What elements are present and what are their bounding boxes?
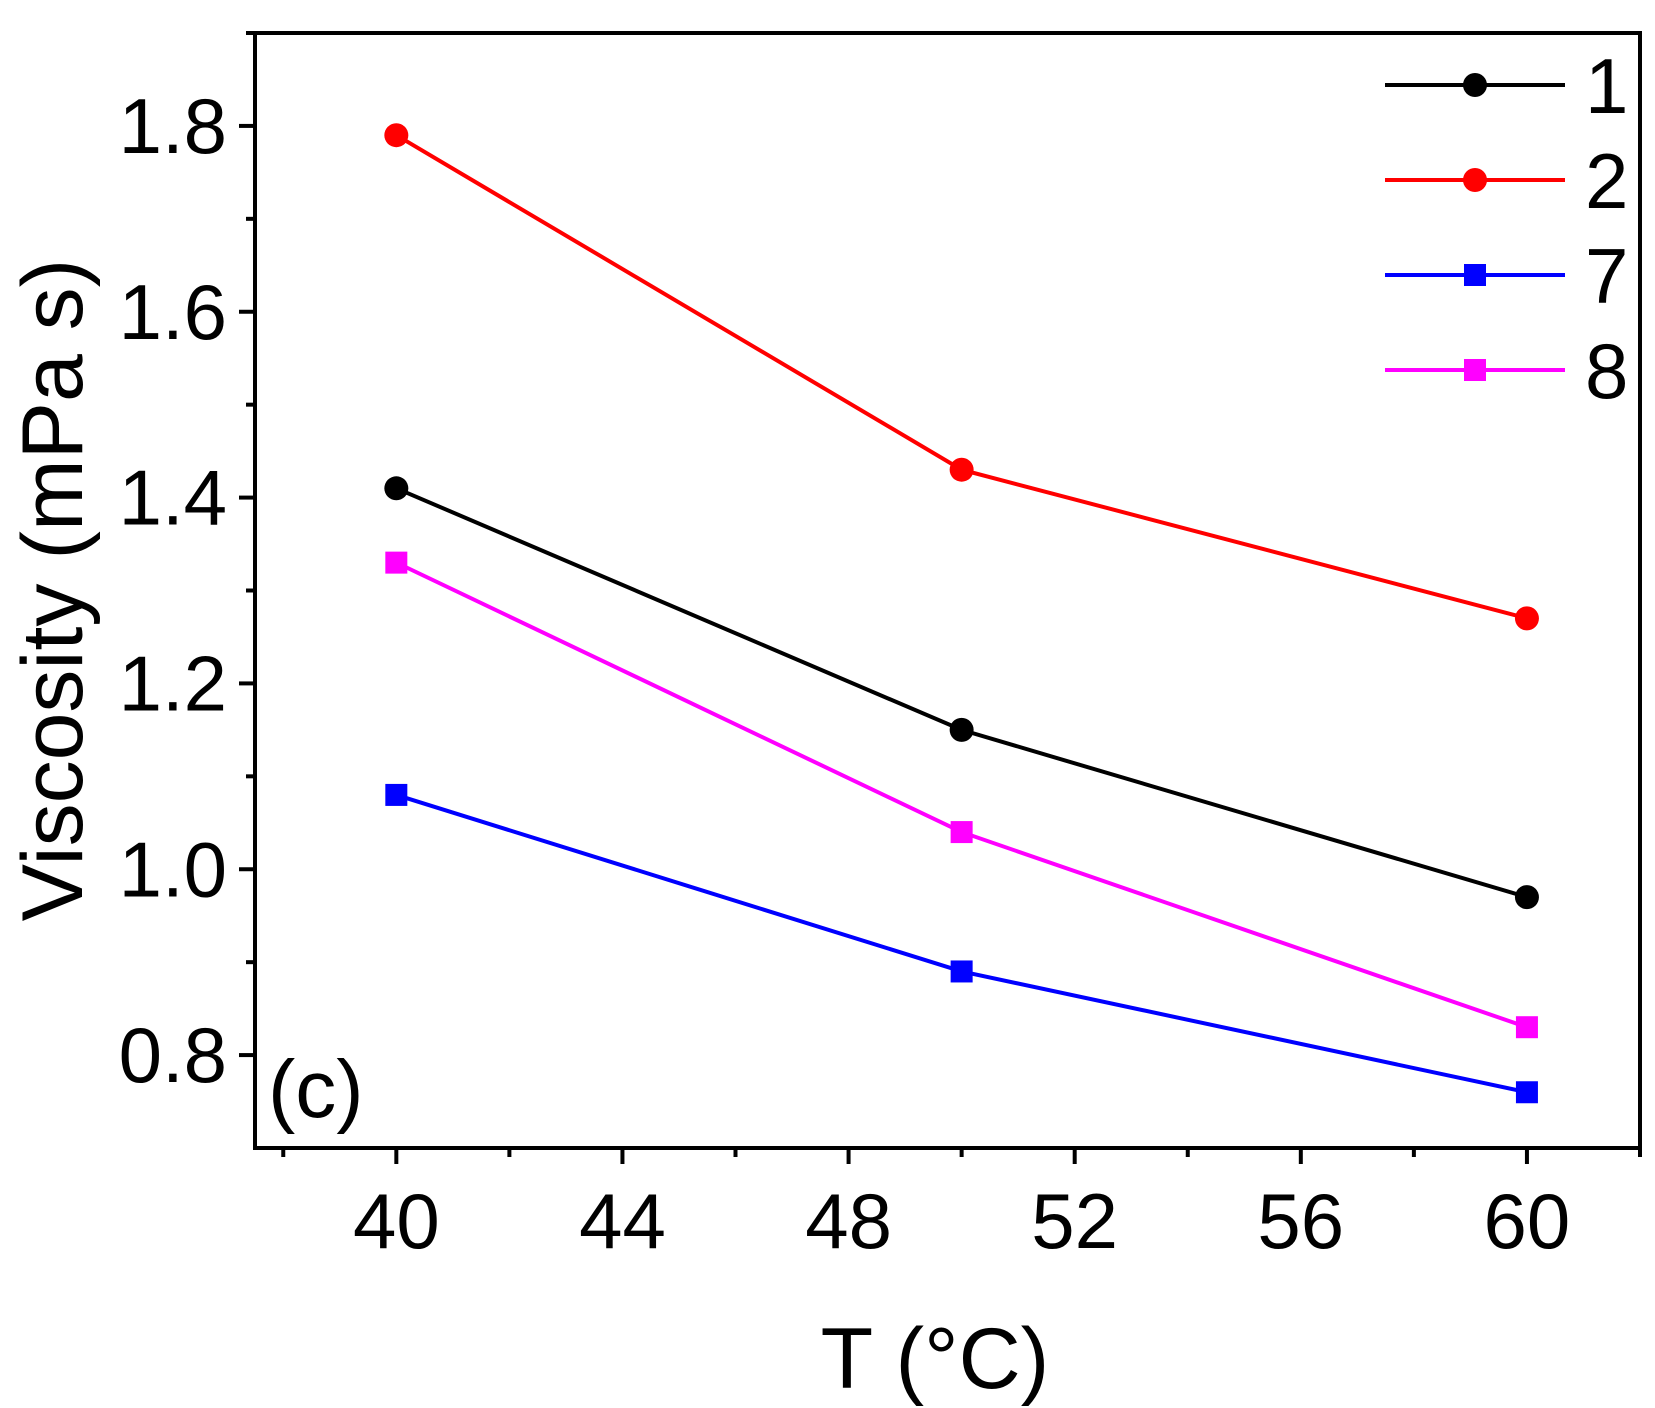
series-2-line xyxy=(395,133,1528,621)
series-1-point xyxy=(384,476,409,501)
legend-label: 7 xyxy=(1585,232,1628,320)
x-tick-label: 48 xyxy=(805,1177,892,1265)
series-8-line xyxy=(395,560,1528,1030)
y-tick-label: 1.0 xyxy=(119,825,227,913)
legend-item-7: 7 xyxy=(1385,232,1628,320)
x-tick-label: 52 xyxy=(1031,1177,1118,1265)
legend-item-2: 2 xyxy=(1385,137,1628,225)
x-tick-label: 44 xyxy=(579,1177,666,1265)
plot-frame xyxy=(253,31,1642,1150)
series-8-point xyxy=(385,551,408,574)
x-axis-title: T (°C) xyxy=(821,1311,1050,1407)
y-tick-label: 1.8 xyxy=(119,82,227,170)
series-7-point xyxy=(385,783,408,806)
legend-marker xyxy=(1464,359,1486,381)
series-2 xyxy=(384,123,1539,631)
series-1-point xyxy=(949,717,974,742)
series-7 xyxy=(385,783,1538,1104)
legend-marker xyxy=(1464,264,1486,286)
series-1 xyxy=(384,476,1539,910)
series-8-point xyxy=(1515,1016,1538,1039)
x-tick-label: 56 xyxy=(1257,1177,1344,1265)
series-1-point xyxy=(1514,885,1539,910)
x-tick-label: 60 xyxy=(1484,1177,1571,1265)
series-2-point xyxy=(384,123,409,148)
legend-item-1: 1 xyxy=(1385,42,1628,130)
legend-label: 1 xyxy=(1585,42,1628,130)
panel-label: (c) xyxy=(268,1044,364,1135)
axes: 40 44 48 52 56 60 0.8 1.0 1.2 1.4 1.6 1.8 xyxy=(119,31,1642,1265)
legend-item-8: 8 xyxy=(1385,327,1628,415)
x-tick-label: 40 xyxy=(353,1177,440,1265)
y-axis-title: Viscosity (mPa s) xyxy=(5,259,101,922)
legend-marker xyxy=(1463,168,1487,192)
series-7-point xyxy=(950,960,973,983)
series-2-point xyxy=(1514,606,1539,631)
series-8 xyxy=(385,551,1538,1039)
series-layer xyxy=(384,123,1539,1104)
legend-label: 2 xyxy=(1585,137,1628,225)
y-tick-label: 0.8 xyxy=(119,1011,227,1099)
y-tick-label: 1.2 xyxy=(119,639,227,727)
legend-marker xyxy=(1463,73,1487,97)
y-tick-label: 1.6 xyxy=(119,268,227,356)
y-tick-label: 1.4 xyxy=(119,454,227,542)
legend-label: 8 xyxy=(1585,327,1628,415)
series-7-point xyxy=(1515,1081,1538,1104)
series-8-point xyxy=(950,821,973,844)
series-2-point xyxy=(949,457,974,482)
